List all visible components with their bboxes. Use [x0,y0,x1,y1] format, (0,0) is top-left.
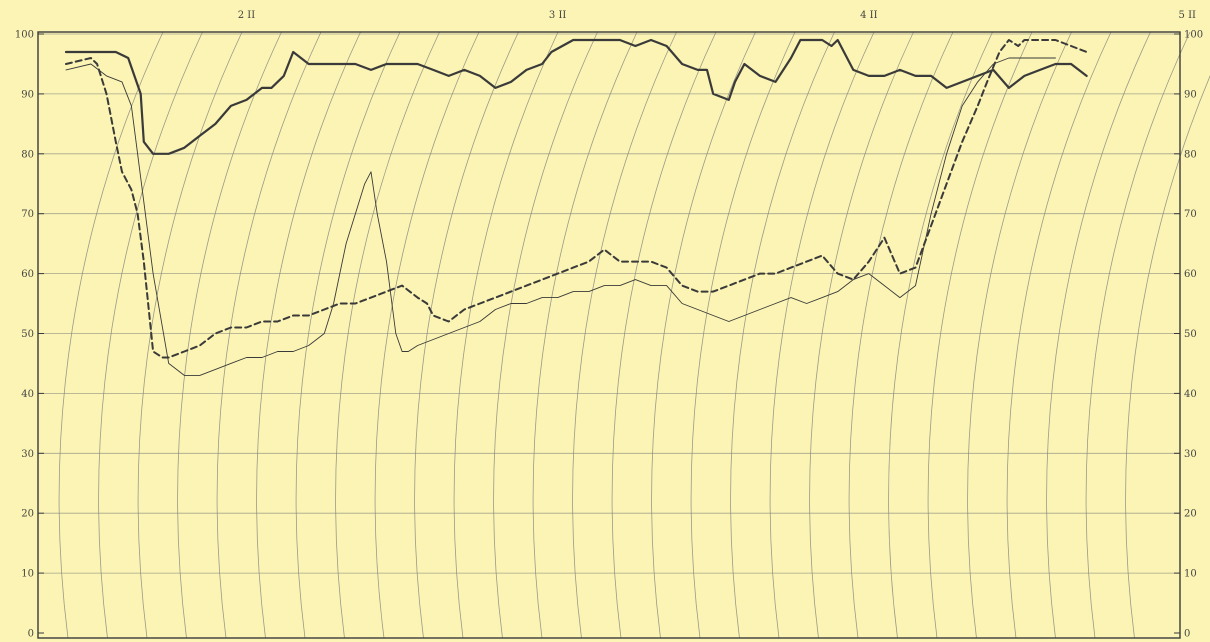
y-tick-label-left-60: 60 [21,269,34,280]
time-gridline-8 [335,31,440,639]
y-tick-label-right-20: 20 [1184,509,1197,520]
y-tick-label-left-100: 100 [15,30,34,41]
time-gridline-11 [453,31,559,639]
time-gridline-17 [690,31,796,639]
y-tick-label-left-70: 70 [21,209,34,220]
time-gridline-20 [809,31,914,639]
time-gridline-16 [651,31,756,639]
time-gridline-4 [177,31,282,639]
y-tick-label-right-0: 0 [1184,629,1190,640]
y-tick-label-right-30: 30 [1184,449,1197,460]
y-tick-label-right-70: 70 [1184,209,1197,220]
series-layer [64,38,1088,376]
y-tick-label-left-90: 90 [21,89,34,100]
time-gridline-7 [295,31,401,639]
y-tick-label-left-10: 10 [21,569,34,580]
y-tick-label-right-90: 90 [1184,89,1197,100]
time-gridline-27 [1085,31,1191,639]
horizontal-gridlines [38,33,1180,574]
time-gridline-22 [888,31,993,639]
time-gridline-13 [532,31,638,639]
series-line-2 [65,39,1088,359]
time-gridline-24 [967,31,1072,639]
time-gridline-25 [1006,31,1112,639]
time-gridline-1 [58,31,164,639]
y-tick-label-left-0: 0 [28,629,34,640]
time-gridline-15 [611,31,717,639]
y-tick-label-left-50: 50 [21,329,34,340]
time-gridline-26 [1046,31,1151,639]
right-y-axis-labels: 0 10 20 30 40 50 60 70 80 90 100 [1174,30,1203,640]
x-tick-label-1: 2 II [238,10,255,21]
plot-frame [37,31,1181,639]
time-gridline-14 [572,31,677,639]
y-tick-label-left-40: 40 [21,389,34,400]
top-x-axis-labels: 2 II 3 II 4 II 5 II [238,10,1196,21]
time-gridline-6 [256,31,361,639]
y-tick-label-right-50: 50 [1184,329,1197,340]
time-gridline-21 [848,31,954,639]
left-y-axis-labels: 0 10 20 30 40 50 60 70 80 90 100 [15,30,44,640]
time-gridline-19 [769,31,875,639]
series-line-1 [64,38,1088,155]
time-gridline-28 [1125,75,1210,639]
x-tick-label-4: 5 II [1179,10,1196,21]
y-tick-label-left-20: 20 [21,509,34,520]
time-gridline-18 [730,31,835,639]
time-gridline-10 [414,31,519,639]
time-gridline-23 [927,31,1033,639]
time-gridline-12 [493,31,598,639]
y-tick-label-right-100: 100 [1184,30,1203,41]
y-tick-label-right-10: 10 [1184,569,1197,580]
x-tick-label-2: 3 II [549,10,566,21]
y-tick-label-left-30: 30 [21,449,34,460]
x-tick-label-3: 4 II [860,10,877,21]
time-gridline-2 [98,31,203,639]
y-tick-label-right-60: 60 [1184,269,1197,280]
time-gridline-9 [374,31,480,639]
y-tick-label-right-80: 80 [1184,149,1197,160]
series-line-3 [65,57,1056,376]
y-tick-label-right-40: 40 [1184,389,1197,400]
y-tick-label-left-80: 80 [21,149,34,160]
